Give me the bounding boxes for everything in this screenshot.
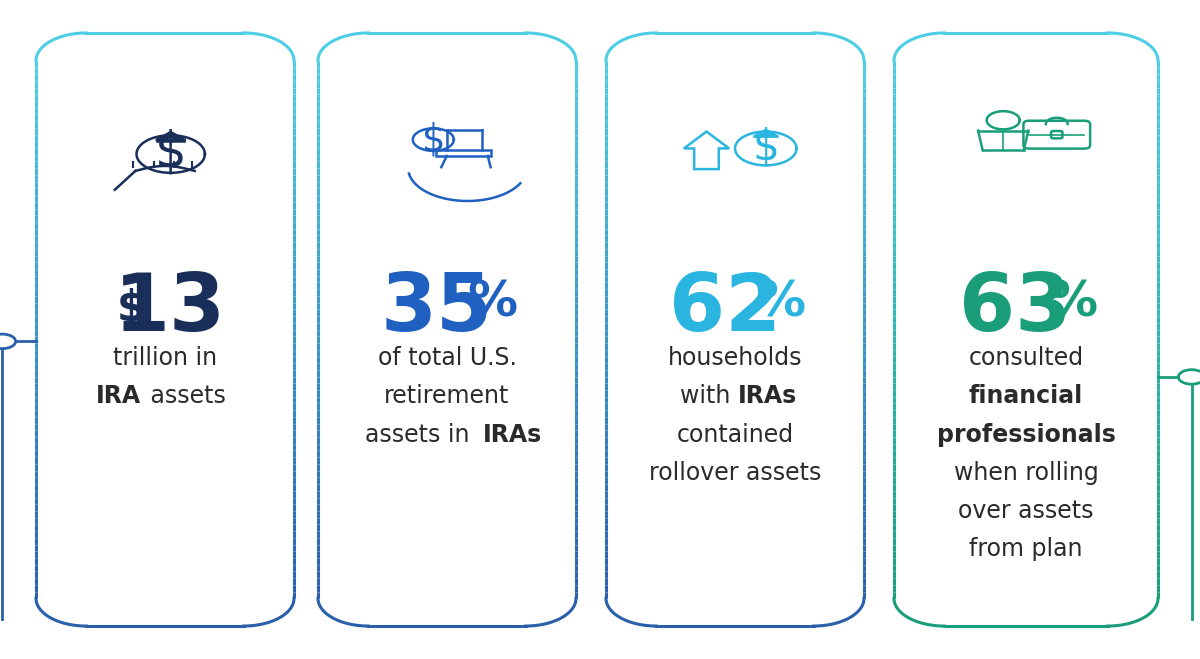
Text: $: $ bbox=[155, 129, 186, 177]
Text: assets in: assets in bbox=[365, 422, 476, 447]
Text: from plan: from plan bbox=[970, 537, 1082, 561]
Text: 13: 13 bbox=[114, 270, 226, 348]
Text: %: % bbox=[755, 279, 805, 327]
Text: of total U.S.: of total U.S. bbox=[378, 346, 516, 370]
Text: contained: contained bbox=[677, 422, 793, 447]
Text: households: households bbox=[667, 346, 803, 370]
Text: retirement: retirement bbox=[384, 384, 510, 409]
Text: assets: assets bbox=[143, 384, 226, 409]
Text: over assets: over assets bbox=[959, 499, 1093, 523]
Text: trillion in: trillion in bbox=[113, 346, 217, 370]
Text: when rolling: when rolling bbox=[954, 461, 1098, 485]
Text: $: $ bbox=[752, 126, 779, 168]
Text: consulted: consulted bbox=[968, 346, 1084, 370]
Text: IRAs: IRAs bbox=[738, 384, 798, 409]
Text: financial: financial bbox=[968, 384, 1084, 409]
Text: %: % bbox=[1048, 279, 1097, 327]
Text: IRA: IRA bbox=[96, 384, 142, 409]
Text: with: with bbox=[679, 384, 738, 409]
Text: $: $ bbox=[421, 121, 445, 158]
Text: 35: 35 bbox=[380, 270, 493, 348]
Text: $: $ bbox=[116, 288, 146, 330]
Text: rollover assets: rollover assets bbox=[649, 461, 821, 485]
Text: 62: 62 bbox=[668, 270, 781, 348]
Text: %: % bbox=[467, 279, 517, 327]
Text: professionals: professionals bbox=[936, 422, 1116, 447]
Text: 63: 63 bbox=[959, 270, 1072, 348]
Text: IRAs: IRAs bbox=[484, 422, 542, 447]
